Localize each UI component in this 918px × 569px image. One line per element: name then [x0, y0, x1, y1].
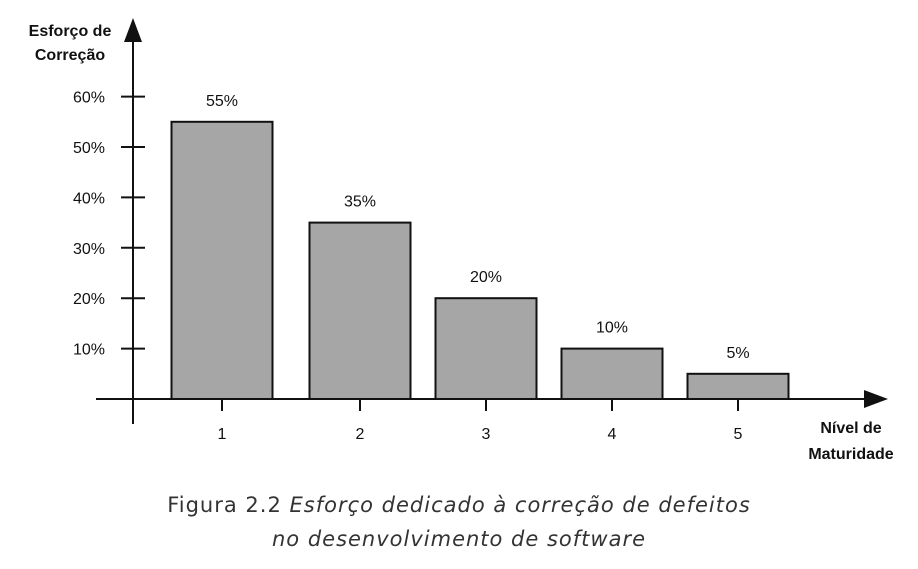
y-tick-label: 40% — [73, 190, 105, 207]
bar-value-label: 55% — [206, 93, 238, 110]
x-tick-label: 3 — [482, 426, 491, 443]
y-axis-title-line-1: Esforço de — [29, 23, 112, 40]
x-tick-label: 1 — [218, 426, 227, 443]
x-axis-title-line-1: Nível de — [820, 420, 881, 437]
y-tick-label: 30% — [73, 241, 105, 258]
bar-level-1 — [170, 120, 274, 401]
bar-level-3 — [434, 297, 538, 401]
x-tick-label: 4 — [608, 426, 617, 443]
bar-level-5 — [686, 372, 790, 400]
caption-title-part-1: Esforço dedicado à correção de defeitos — [289, 493, 751, 517]
bar-level-2 — [308, 221, 412, 400]
caption-line-1: Figura 2.2 Esforço dedicado à correção d… — [0, 488, 918, 522]
bar-value-label: 10% — [596, 320, 628, 337]
y-axis-title-line-2: Correção — [35, 47, 105, 64]
bar-value-label: 5% — [726, 345, 749, 362]
x-axis-arrow — [864, 390, 888, 408]
x-axis-title-line-2: Maturidade — [808, 446, 893, 463]
y-axis-arrow — [124, 18, 142, 42]
chart-container: Esforço de Correção Nível de Maturidade … — [29, 18, 894, 463]
x-tick-label: 5 — [734, 426, 743, 443]
caption-figure-number: Figura 2.2 — [167, 493, 282, 517]
bar-chart: Esforço de Correção Nível de Maturidade … — [29, 18, 894, 463]
x-tick-label: 2 — [356, 426, 365, 443]
caption-line-2: no desenvolvimento de software — [0, 522, 918, 556]
caption-title-part-2: no desenvolvimento de software — [271, 527, 646, 551]
y-tick-label: 50% — [73, 140, 105, 157]
y-tick-label: 10% — [73, 342, 105, 359]
bar-value-label: 20% — [470, 269, 502, 286]
bar-level-4 — [560, 347, 664, 401]
y-tick-label: 20% — [73, 291, 105, 308]
bar-value-label: 35% — [344, 194, 376, 211]
figure-caption: Figura 2.2 Esforço dedicado à correção d… — [0, 488, 918, 556]
y-tick-label: 60% — [73, 90, 105, 107]
